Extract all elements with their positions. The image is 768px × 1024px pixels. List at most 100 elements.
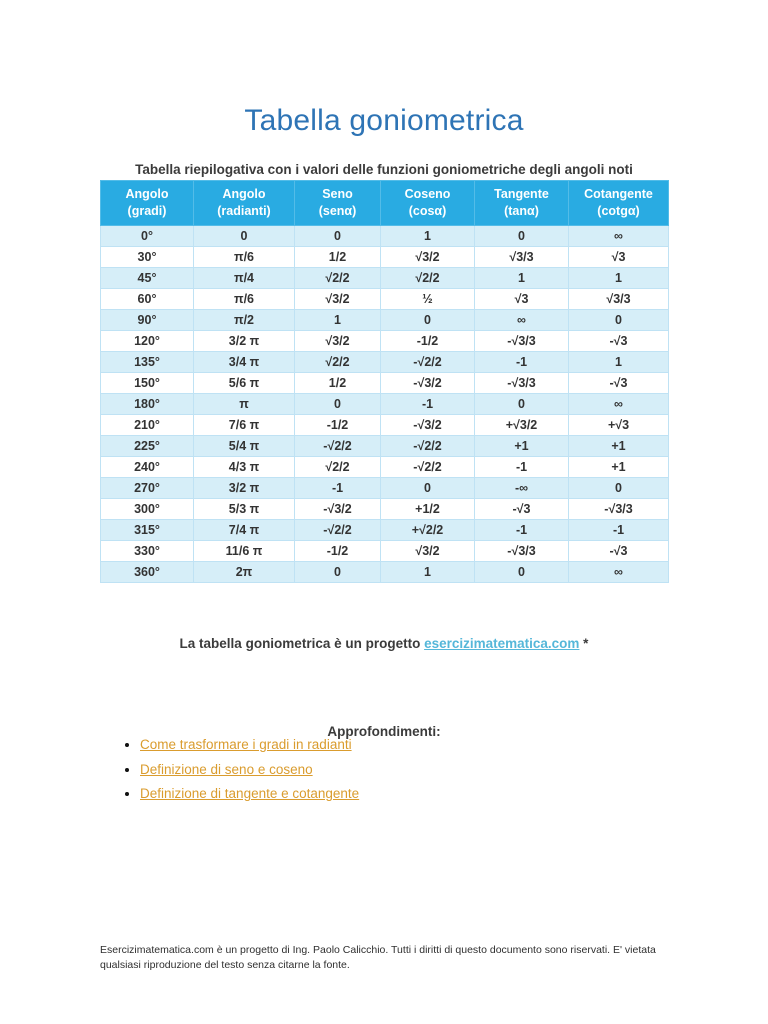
table-cell: ∞ [568,560,669,583]
table-cell: 3/4 π [193,350,295,373]
table-cell: √3/2 [380,245,475,268]
table-cell: 0 [474,224,569,247]
table-cell: 4/3 π [193,455,295,478]
table-cell: 210° [100,413,194,436]
table-cell: ½ [380,287,475,310]
table-cell: -√3 [568,371,669,394]
table-cell: √3 [568,245,669,268]
table-cell: 0 [474,392,569,415]
table-cell: √3/3 [568,287,669,310]
table-cell: -√3/2 [380,371,475,394]
table-cell: -√3/2 [380,413,475,436]
table-cell: +√3/2 [474,413,569,436]
table-row: 300° 5/3 π -√3/2 +1/2 -√3 -√3/3 [100,497,669,520]
table-cell: +√3 [568,413,669,436]
header-line: Angolo [222,187,266,201]
link-definizione-tangente-cotangente[interactable]: Definizione di tangente e cotangente [140,786,360,801]
table-cell: 150° [100,371,194,394]
goniometric-table: Angolo (gradi) Angolo (radianti) Seno (s… [100,180,669,583]
table-cell: -1/2 [294,539,381,562]
table-cell: 330° [100,539,194,562]
table-cell: √2/2 [380,266,475,289]
table-cell: -√3 [568,539,669,562]
header-line: Coseno [404,187,451,201]
table-row: 45° π/4 √2/2 √2/2 1 1 [100,266,669,289]
table-cell: +1 [568,434,669,457]
table-cell: 45° [100,266,194,289]
table-cell: 11/6 π [193,539,295,562]
table-cell: -√2/2 [380,434,475,457]
table-cell: √3 [474,287,569,310]
header-line: (gradi) [127,203,167,218]
list-item: Definizione di tangente e cotangente [140,787,359,801]
table-cell: ∞ [568,224,669,247]
table-cell: √2/2 [294,266,381,289]
table-cell: 5/4 π [193,434,295,457]
table-cell: 0 [474,560,569,583]
table-cell: π/2 [193,308,295,331]
link-definizione-seno-coseno[interactable]: Definizione di seno e coseno [140,761,313,777]
table-cell: 0 [568,476,669,499]
table-cell: 1/2 [294,371,381,394]
esercizimatematica-link[interactable]: esercizimatematica.com [424,635,580,651]
table-cell: -√2/2 [380,455,475,478]
table-cell: -√3 [568,329,669,352]
table-cell: -√3/3 [474,329,569,352]
table-cell: -1 [568,518,669,541]
header-line: (radianti) [217,203,271,218]
header-line: Cotangente [584,187,653,201]
table-cell: 1 [294,308,381,331]
table-cell: 1 [474,266,569,289]
table-cell: 1 [568,350,669,373]
table-cell: 5/3 π [193,497,295,520]
table-cell: 0 [380,308,475,331]
table-cell: 30° [100,245,194,268]
col-header-angolo-gradi: Angolo (gradi) [100,180,194,226]
table-cell: 0° [100,224,194,247]
table-cell: π/4 [193,266,295,289]
table-cell: 5/6 π [193,371,295,394]
table-cell: -1/2 [380,329,475,352]
table-cell: 1 [380,224,475,247]
table-cell: 0 [193,224,295,247]
table-cell: 0 [568,308,669,331]
table-row: 120° 3/2 π √3/2 -1/2 -√3/3 -√3 [100,329,669,352]
table-cell: 0 [294,224,381,247]
header-line: (cosα) [408,203,447,218]
approfondimenti-list: Come trasformare i gradi in radianti Def… [104,738,359,812]
table-cell: -1 [474,518,569,541]
table-row: 330° 11/6 π -1/2 √3/2 -√3/3 -√3 [100,539,669,562]
table-cell: √2/2 [294,350,381,373]
table-cell: 7/4 π [193,518,295,541]
table-row: 210° 7/6 π -1/2 -√3/2 +√3/2 +√3 [100,413,669,436]
table-cell: 0 [294,392,381,415]
table-row: 150° 5/6 π 1/2 -√3/2 -√3/3 -√3 [100,371,669,394]
col-header-cotangente: Cotangente (cotgα) [568,180,669,226]
table-cell: -√2/2 [380,350,475,373]
table-cell: ∞ [568,392,669,415]
table-row: 135° 3/4 π √2/2 -√2/2 -1 1 [100,350,669,373]
col-header-seno: Seno (senα) [294,180,381,226]
table-cell: -∞ [474,476,569,499]
table-cell: 270° [100,476,194,499]
table-row: 90° π/2 1 0 ∞ 0 [100,308,669,331]
table-body: 0° 0 0 1 0 ∞ 30° π/6 1/2 √3/2 √3/3 √3 45° π/4 √2/2 √2/2… [100,224,669,583]
table-cell: 360° [100,560,194,583]
table-cell: 225° [100,434,194,457]
table-cell: 300° [100,497,194,520]
table-cell: √3/3 [474,245,569,268]
table-cell: √3/2 [294,287,381,310]
header-line: (senα) [318,203,357,218]
link-trasformare-gradi-radianti[interactable]: Come trasformare i gradi in radianti [140,737,352,752]
table-row: 60° π/6 √3/2 ½ √3 √3/3 [100,287,669,310]
header-line: (tanα) [504,203,539,218]
table-cell: -√3/3 [568,497,669,520]
table-caption: Tabella riepilogativa con i valori delle… [135,161,633,177]
table-cell: -1/2 [294,413,381,436]
table-cell: -1 [474,455,569,478]
table-row: 30° π/6 1/2 √3/2 √3/3 √3 [100,245,669,268]
table-cell: +√2/2 [380,518,475,541]
table-cell: -√2/2 [294,518,381,541]
table-cell: 180° [100,392,194,415]
table-cell: -√3/2 [294,497,381,520]
